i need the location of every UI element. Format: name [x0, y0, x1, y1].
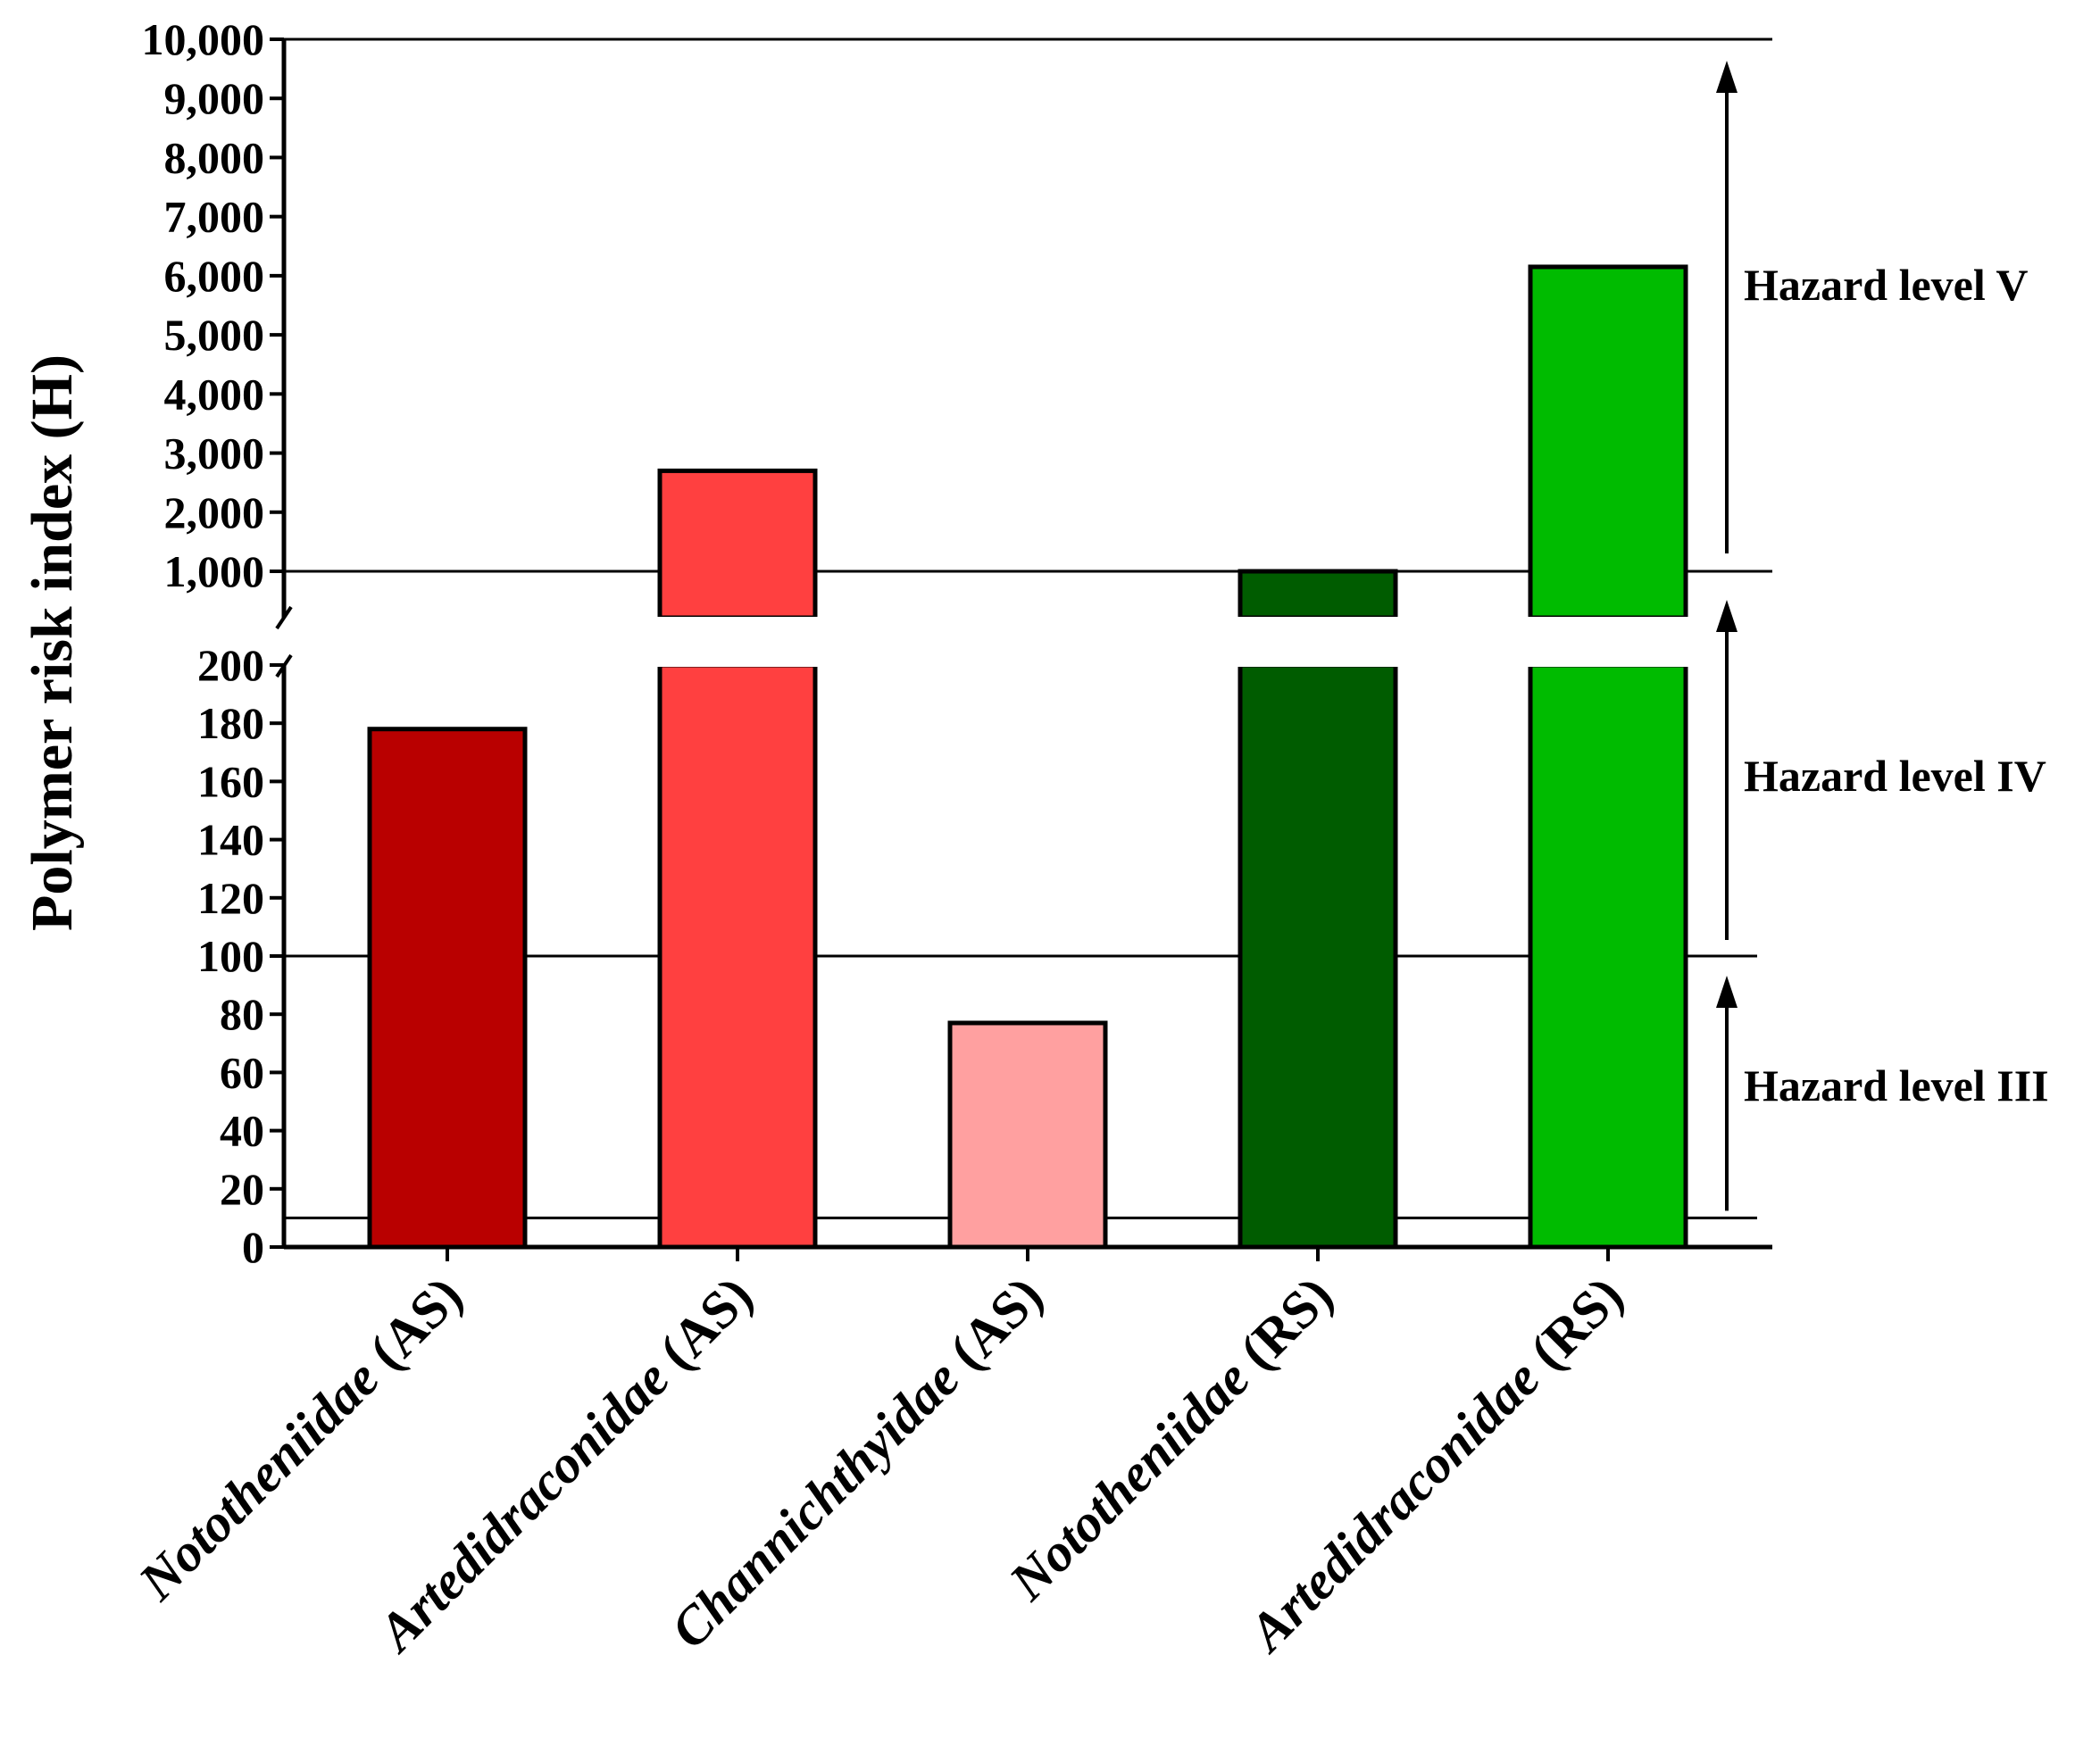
y-tick-label: 4,000: [164, 369, 265, 419]
break-mask: [656, 617, 819, 622]
break-mask: [1527, 617, 1689, 622]
y-tick-label: 140: [197, 815, 264, 865]
hazard-annotations: Hazard level III Hazard level IV Hazard le…: [1716, 61, 2049, 1211]
hazard-arrow-head: [1716, 600, 1738, 632]
y-tick-label: 180: [197, 698, 264, 748]
hazard-arrow-head: [1716, 976, 1738, 1008]
y-tick-label: 160: [197, 756, 264, 806]
y-tick-label: 8,000: [164, 132, 265, 182]
y-tick-label: 80: [220, 989, 264, 1039]
hazard-level-label: Hazard level IV: [1744, 751, 2046, 801]
y-tick-label: 120: [197, 873, 264, 923]
hazard-level-label: Hazard level V: [1744, 260, 2028, 310]
y-tick-label: 20: [220, 1164, 264, 1214]
y-tick-label: 7,000: [164, 192, 265, 242]
hazard-level-label: Hazard level III: [1744, 1060, 2049, 1110]
y-tick-label: 60: [220, 1047, 264, 1097]
y-ticks: 0 20 40 60 80 100 120 140 160 180 200 1,000 2,000 3,0…: [142, 14, 284, 1272]
y-tick-label: 10,000: [142, 14, 265, 64]
bar-lower-part: [1238, 662, 1398, 1250]
y-tick-label: 40: [220, 1106, 264, 1156]
y-axis-title: Polymer risk index (H): [20, 354, 85, 931]
y-tick-label: 0: [242, 1222, 264, 1272]
bar: [947, 1020, 1108, 1250]
bar-upper-part: [1528, 264, 1688, 620]
y-tick-label: 5,000: [164, 310, 265, 360]
y-tick-label: 3,000: [164, 428, 265, 478]
y-tick-label: 1,000: [164, 546, 265, 596]
break-mask: [1237, 661, 1399, 667]
x-tick-label: Nototheniidae (RS): [997, 1266, 1344, 1612]
y-tick-label: 9,000: [164, 73, 265, 123]
hazard-arrow-head: [1716, 61, 1738, 93]
axis-break-mark: [275, 605, 293, 630]
break-mask: [1237, 617, 1399, 622]
bar-lower-part: [657, 662, 818, 1250]
bar: [367, 727, 528, 1250]
y-tick-label: 200: [197, 640, 264, 690]
y-tick-label: 6,000: [164, 251, 265, 301]
y-tick-label: 100: [197, 931, 264, 981]
bar-upper-part: [1238, 569, 1398, 620]
break-mask: [1527, 661, 1689, 667]
bar-upper-part: [657, 468, 818, 620]
x-tick-label: Nototheniidae (AS): [127, 1266, 473, 1612]
bar-lower-part: [1528, 662, 1688, 1250]
y-tick-label: 2,000: [164, 487, 265, 537]
break-mask: [656, 661, 819, 667]
bars: [367, 264, 1689, 1250]
x-ticks: Nototheniidae (AS)Artedidraconidae (AS)C…: [127, 1247, 1634, 1664]
